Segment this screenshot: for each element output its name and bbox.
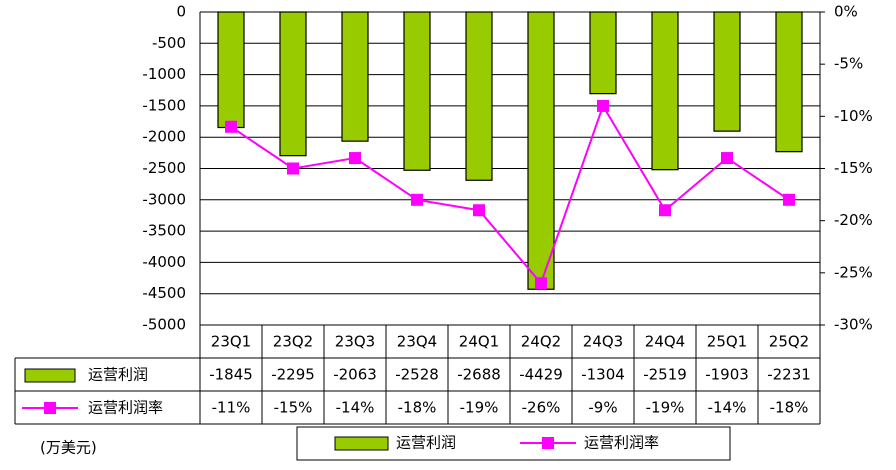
table-value: -2528 — [395, 366, 439, 384]
x-tick-label: 23Q1 — [211, 333, 251, 351]
bar — [217, 11, 245, 129]
table-value: -1845 — [209, 366, 253, 384]
y-tick-label: -3500 — [142, 222, 186, 240]
y-tick-label: -2500 — [142, 159, 186, 177]
y2-tick-label: -30% — [834, 316, 873, 334]
line-marker — [287, 162, 299, 175]
table-value: -18% — [770, 399, 809, 417]
y-tick-label: 0 — [176, 3, 186, 21]
x-tick-label: 23Q4 — [397, 333, 437, 351]
y2-tick-label: -15% — [834, 159, 873, 177]
table-value: -2295 — [271, 366, 315, 384]
bar — [465, 11, 493, 181]
legend-label: 运营利润率 — [584, 434, 659, 452]
y-tick-label: -1500 — [142, 96, 186, 114]
x-tick-label: 24Q2 — [521, 333, 561, 351]
x-tick-label: 24Q1 — [459, 333, 499, 351]
table-value: -4429 — [519, 366, 563, 384]
bar — [775, 11, 803, 153]
x-tick-label: 25Q2 — [769, 333, 809, 351]
line-marker — [411, 193, 423, 206]
line — [230, 103, 790, 286]
line-marker — [783, 193, 795, 206]
legend-key — [334, 436, 389, 451]
y2-tick-label: -20% — [834, 211, 873, 229]
line-marker — [721, 152, 733, 165]
legend-key — [24, 368, 76, 383]
bar — [651, 11, 679, 171]
table-value: -19% — [460, 399, 499, 417]
table-value: -1903 — [705, 366, 749, 384]
bar — [403, 11, 431, 171]
legend-label: 运营利润 — [396, 434, 456, 452]
table-value: -2063 — [333, 366, 377, 384]
table-value: -2519 — [643, 366, 687, 384]
y2-tick-label: 0% — [834, 3, 858, 21]
bar — [589, 11, 617, 95]
table-value: -19% — [646, 399, 685, 417]
legend-label: 运营利润率 — [88, 399, 163, 417]
line-marker — [597, 99, 609, 112]
table-value: -14% — [708, 399, 747, 417]
x-tick-label: 24Q3 — [583, 333, 623, 351]
y-tick-label: -2000 — [142, 128, 186, 146]
y-tick-label: -3000 — [142, 190, 186, 208]
table-value: -9% — [588, 399, 617, 417]
y2-tick-label: -10% — [834, 107, 873, 125]
bar — [713, 11, 741, 132]
y-tick-label: -1000 — [142, 65, 186, 83]
x-tick-label: 23Q2 — [273, 333, 313, 351]
table-value: -1304 — [581, 366, 625, 384]
bar — [279, 11, 307, 157]
x-tick-label: 25Q1 — [707, 333, 747, 351]
line-marker — [349, 152, 361, 165]
legend-key — [44, 402, 56, 414]
table-value: -15% — [274, 399, 313, 417]
bar — [527, 11, 555, 290]
bar — [341, 11, 369, 142]
table-value: -2688 — [457, 366, 501, 384]
x-tick-label: 23Q3 — [335, 333, 375, 351]
table-value: -11% — [212, 399, 251, 417]
line-marker — [473, 204, 485, 217]
legend — [296, 426, 731, 461]
table-value: -2231 — [767, 366, 811, 384]
y2-tick-label: -5% — [834, 55, 863, 73]
y2-tick-label: -25% — [834, 263, 873, 281]
y-tick-label: -500 — [152, 34, 186, 52]
table-value: -14% — [336, 399, 375, 417]
y-tick-label: -5000 — [142, 316, 186, 334]
unit-note: (万美元) — [40, 439, 97, 457]
legend-label: 运营利润 — [88, 366, 148, 384]
line-marker — [225, 120, 237, 133]
line-marker — [659, 204, 671, 217]
legend-key — [542, 437, 554, 449]
line-marker — [535, 277, 547, 290]
x-tick-label: 24Q4 — [645, 333, 685, 351]
table-value: -26% — [522, 399, 561, 417]
y-tick-label: -4000 — [142, 253, 186, 271]
table-value: -18% — [398, 399, 437, 417]
y-tick-label: -4500 — [142, 284, 186, 302]
